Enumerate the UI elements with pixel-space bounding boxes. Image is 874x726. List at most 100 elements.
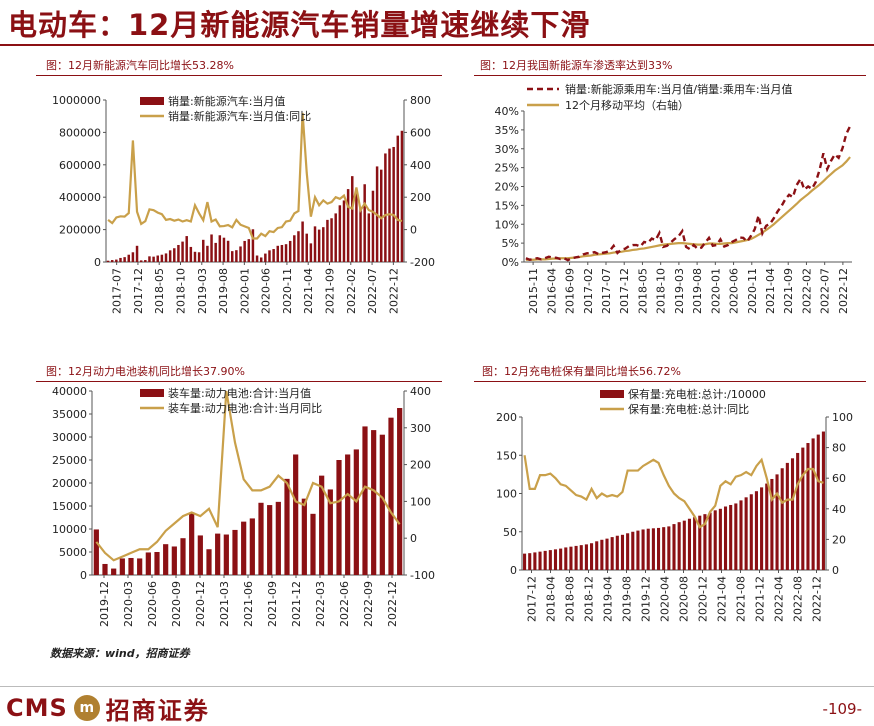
- bar: [272, 249, 275, 262]
- bar: [351, 176, 354, 262]
- y-tick-label: 10000: [52, 523, 87, 536]
- y-tick-label: 0: [94, 256, 101, 269]
- bar: [785, 462, 789, 570]
- x-tick-label: 2018-04: [545, 576, 558, 622]
- bar: [330, 218, 333, 262]
- x-tick-label: 2019-08: [691, 268, 704, 314]
- bar: [310, 513, 316, 575]
- bar: [293, 235, 296, 262]
- bar: [223, 534, 229, 575]
- bar: [620, 534, 625, 570]
- bar: [280, 244, 284, 262]
- y2-tick-label: 0: [832, 564, 839, 577]
- bar: [656, 527, 661, 570]
- x-tick-label: 2019-08: [217, 268, 230, 314]
- bar: [181, 241, 184, 262]
- x-tick-label: 2020-06: [260, 268, 273, 314]
- bar: [371, 190, 375, 262]
- x-tick-label: 2017-07: [600, 268, 613, 314]
- page-number: -109-: [822, 700, 862, 718]
- bar: [574, 545, 578, 570]
- bar: [528, 553, 532, 570]
- bar: [148, 256, 151, 262]
- legend-bar-label: 装车量:动力电池:合计:当月值: [168, 386, 311, 400]
- logo-cn-text: 招商证券: [105, 696, 210, 725]
- bar: [206, 549, 212, 575]
- x-tick-label: 2017-12: [618, 268, 631, 314]
- bar: [135, 245, 139, 262]
- bar: [305, 233, 308, 262]
- y-tick-label: 5000: [59, 546, 87, 559]
- x-tick-label: 2021-12: [754, 576, 767, 622]
- bar: [93, 529, 99, 575]
- bar: [400, 130, 404, 262]
- bar: [164, 253, 168, 262]
- x-tick-label: 2018-05: [153, 268, 166, 314]
- bar: [693, 517, 697, 570]
- bar: [384, 153, 387, 262]
- x-tick-label: 2020-11: [281, 268, 294, 314]
- bar: [247, 239, 251, 262]
- bar: [255, 255, 259, 262]
- bar: [672, 524, 676, 570]
- bar: [703, 514, 707, 570]
- bar: [193, 251, 197, 262]
- bar: [275, 501, 281, 575]
- x-tick-label: 2021-03: [218, 581, 231, 627]
- x-tick-label: 2018-12: [583, 576, 596, 622]
- y2-tick-label: 40: [832, 503, 846, 516]
- bar: [115, 259, 118, 262]
- legend-line-label: 装车量:动力电池:合计:当月同比: [168, 401, 322, 415]
- bar: [327, 489, 333, 575]
- x-tick-label: 2021-08: [735, 576, 748, 622]
- bar: [202, 239, 205, 262]
- bar: [641, 529, 645, 570]
- bar: [579, 545, 583, 570]
- y-tick-label: 35000: [52, 408, 87, 421]
- bar: [210, 234, 213, 262]
- y-tick-label: 40000: [52, 385, 87, 398]
- bar: [775, 474, 779, 570]
- x-tick-label: 2019-12: [98, 581, 111, 627]
- chart-1-caption-rule: [36, 75, 442, 76]
- bar: [119, 257, 122, 262]
- bar: [765, 483, 769, 570]
- footer-rule: [0, 686, 874, 687]
- chart-3-caption-rule: [36, 381, 442, 382]
- bar: [388, 417, 394, 575]
- legend-line-label: 保有量:充电桩:总计:同比: [628, 402, 749, 416]
- legend-line-label: 销量:新能源汽车:当月值:同比: [168, 109, 311, 123]
- bar: [543, 550, 547, 570]
- x-tick-label: 2018-05: [636, 268, 649, 314]
- y2-tick-label: 400: [410, 385, 431, 398]
- x-tick-label: 2019-03: [673, 268, 686, 314]
- bar: [197, 535, 203, 575]
- bar: [168, 250, 172, 262]
- bar: [345, 454, 351, 575]
- bar: [317, 229, 321, 262]
- bar: [533, 552, 537, 570]
- bar: [379, 434, 385, 575]
- x-tick-label: 2021-04: [764, 268, 777, 314]
- x-tick-label: 2022-12: [386, 581, 399, 627]
- y-tick-label: 200: [496, 411, 517, 424]
- bar: [362, 426, 368, 575]
- y-tick-label: 100: [496, 488, 517, 501]
- bar: [177, 244, 180, 262]
- x-tick-label: 2021-09: [266, 581, 279, 627]
- x-tick-label: 2021-04: [302, 268, 315, 314]
- x-tick-label: 2019-12: [640, 576, 653, 622]
- bar: [734, 503, 738, 570]
- bar: [615, 535, 619, 570]
- bar: [154, 552, 160, 575]
- y-tick-label: 25%: [495, 162, 519, 175]
- bar: [760, 487, 764, 570]
- x-tick-label: 2017-02: [582, 268, 595, 314]
- bar: [713, 510, 717, 570]
- bar: [215, 533, 221, 575]
- x-tick-label: 2021-12: [290, 581, 303, 627]
- bar: [110, 260, 114, 262]
- bar: [206, 245, 209, 262]
- bar: [780, 468, 784, 570]
